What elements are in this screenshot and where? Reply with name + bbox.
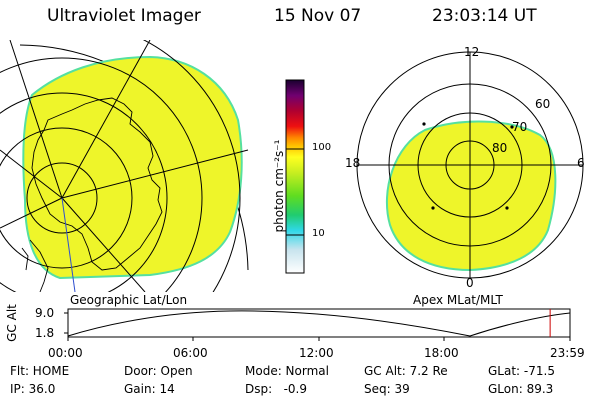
- colorbar-tick-10: 10: [312, 228, 325, 239]
- apex-polar-plot: [356, 51, 584, 279]
- x-tick-1200: 12:00: [299, 346, 334, 360]
- status-dsp: Dsp: -0.9: [245, 382, 308, 396]
- status-mode: Mode: Normal: [245, 364, 329, 378]
- time-label: 23:03:14 UT: [432, 6, 537, 26]
- status-ip: IP: 36.0: [10, 382, 56, 396]
- x-tick-2359: 23:59: [550, 346, 585, 360]
- coastline: [31, 97, 163, 271]
- status-gc-alt: GC Alt: 7.2 Re: [364, 364, 448, 378]
- geographic-map: [0, 40, 249, 292]
- y-tick-9: 9.0: [35, 306, 55, 320]
- lat-label-60: 60: [535, 97, 551, 111]
- status-flt: Flt: HOME: [10, 364, 70, 378]
- status-seq: Seq: 39: [364, 382, 410, 396]
- x-tick-1800: 18:00: [424, 346, 459, 360]
- date-label: 15 Nov 07: [274, 6, 362, 26]
- timeline-plot: [64, 308, 571, 341]
- lat-label-80: 80: [492, 141, 508, 155]
- geo-caption: Geographic Lat/Lon: [70, 293, 188, 307]
- colorbar-tick-100: 100: [312, 142, 332, 153]
- mlt-label-12: 12: [464, 45, 480, 59]
- mlt-label-18: 18: [345, 156, 361, 170]
- mlt-label-0: 0: [466, 276, 474, 290]
- apex-image-blob: [385, 120, 557, 272]
- x-tick-0000: 00:00: [48, 346, 83, 360]
- colorbar-unit-label: photon cm⁻²s⁻¹: [272, 139, 286, 233]
- status-gain: Gain: 14: [124, 382, 175, 396]
- status-door: Door: Open: [124, 364, 193, 378]
- x-tick-0600: 06:00: [173, 346, 208, 360]
- colorbar: [285, 79, 305, 274]
- y-tick-1-8: 1.8: [35, 326, 55, 340]
- status-glat: GLat: -71.5: [488, 364, 555, 378]
- mlt-label-6: 6: [577, 156, 585, 170]
- gc-alt-axis-label: GC Alt: [5, 304, 19, 342]
- apex-caption: Apex MLat/MLT: [413, 293, 503, 307]
- lat-label-70: 70: [512, 120, 528, 134]
- geo-image-blob: [22, 55, 243, 280]
- gc-alt-trace: [67, 310, 571, 337]
- instrument-title: Ultraviolet Imager: [47, 6, 201, 26]
- status-glon: GLon: 89.3: [488, 382, 554, 396]
